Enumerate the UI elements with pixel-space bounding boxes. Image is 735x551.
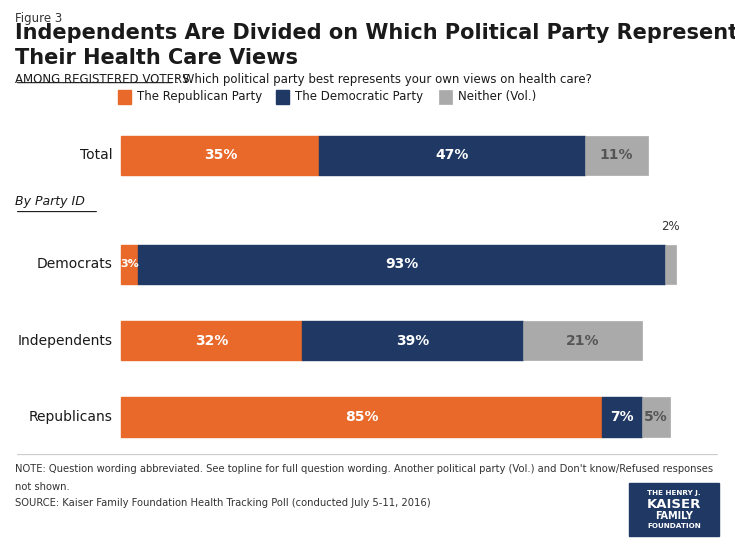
Text: The Republican Party: The Republican Party xyxy=(137,90,262,104)
Text: THE HENRY J.: THE HENRY J. xyxy=(648,490,700,496)
Text: Republicans: Republicans xyxy=(29,410,112,424)
Text: : Which political party best represents your own views on health care?: : Which political party best represents … xyxy=(175,73,592,86)
Text: Independents Are Divided on Which Political Party Represents: Independents Are Divided on Which Politi… xyxy=(15,23,735,43)
Text: 11%: 11% xyxy=(600,148,634,163)
Bar xyxy=(138,245,664,284)
Text: Their Health Care Views: Their Health Care Views xyxy=(15,48,298,68)
Bar xyxy=(642,397,670,437)
Text: The Democratic Party: The Democratic Party xyxy=(295,90,423,104)
Text: 32%: 32% xyxy=(195,333,229,348)
Text: 93%: 93% xyxy=(385,257,418,272)
Text: SOURCE: Kaiser Family Foundation Health Tracking Poll (conducted July 5-11, 2016: SOURCE: Kaiser Family Foundation Health … xyxy=(15,498,430,508)
Bar xyxy=(118,90,131,104)
Text: Neither (Vol.): Neither (Vol.) xyxy=(458,90,536,104)
Text: FAMILY: FAMILY xyxy=(655,511,693,521)
Bar xyxy=(121,321,302,360)
Bar xyxy=(664,245,676,284)
Bar xyxy=(121,397,602,437)
Text: KAISER: KAISER xyxy=(647,498,701,511)
Bar xyxy=(629,483,719,536)
Text: not shown.: not shown. xyxy=(15,482,69,491)
Text: Democrats: Democrats xyxy=(37,257,112,272)
Text: 7%: 7% xyxy=(610,410,634,424)
Text: Independents: Independents xyxy=(18,333,112,348)
Bar xyxy=(585,136,648,175)
Text: NOTE: Question wording abbreviated. See topline for full question wording. Anoth: NOTE: Question wording abbreviated. See … xyxy=(15,464,713,474)
Text: By Party ID: By Party ID xyxy=(15,195,85,208)
Text: Total: Total xyxy=(80,148,112,163)
Bar xyxy=(121,136,319,175)
Text: 3%: 3% xyxy=(121,260,139,269)
Text: Figure 3: Figure 3 xyxy=(15,12,62,25)
Text: 47%: 47% xyxy=(436,148,469,163)
Bar xyxy=(523,321,642,360)
Bar xyxy=(302,321,523,360)
Text: 85%: 85% xyxy=(345,410,379,424)
Bar xyxy=(319,136,585,175)
Bar xyxy=(121,245,138,284)
Text: 2%: 2% xyxy=(661,219,680,233)
Text: 21%: 21% xyxy=(566,333,599,348)
Bar xyxy=(276,90,289,104)
Bar xyxy=(602,397,642,437)
Text: 35%: 35% xyxy=(204,148,237,163)
Text: FOUNDATION: FOUNDATION xyxy=(647,523,701,529)
Text: 39%: 39% xyxy=(396,333,429,348)
Text: 5%: 5% xyxy=(644,410,668,424)
Bar xyxy=(439,90,452,104)
Text: AMONG REGISTERED VOTERS: AMONG REGISTERED VOTERS xyxy=(15,73,189,86)
